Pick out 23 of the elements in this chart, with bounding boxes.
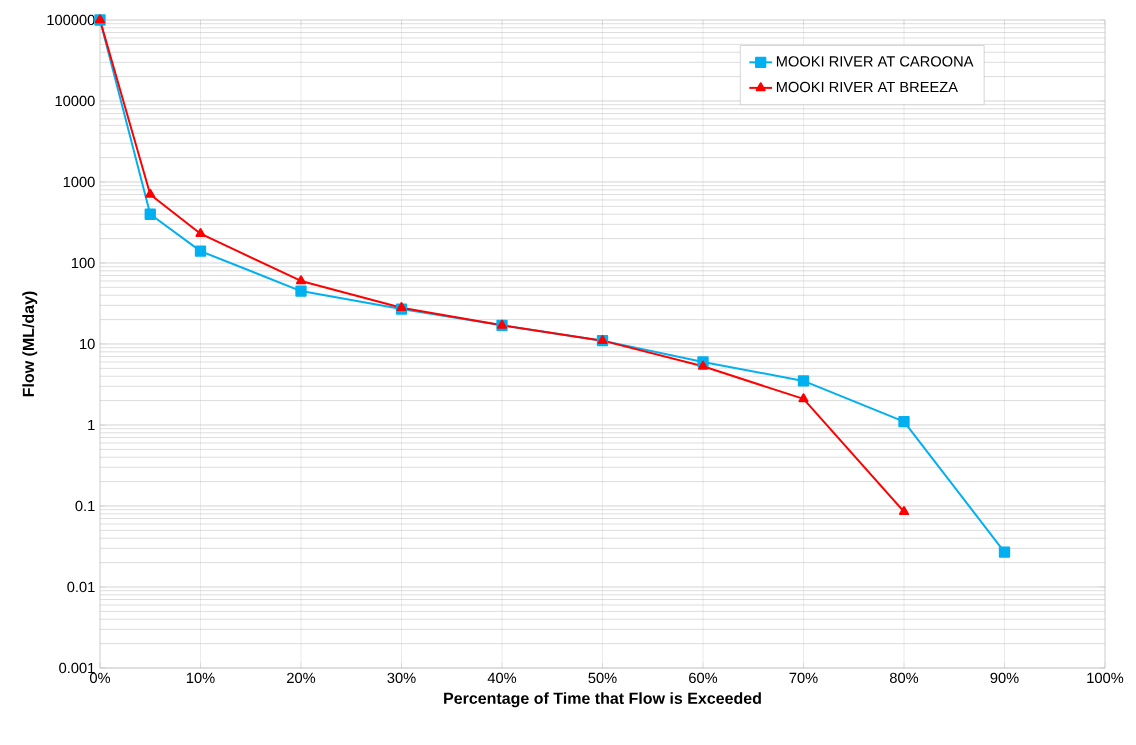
x-tick-label: 10% [186, 672, 215, 684]
x-tick-label: 70% [789, 672, 818, 684]
x-tick-label: 60% [689, 672, 718, 684]
y-tick-label: 0.01 [67, 581, 95, 593]
y-tick-label: 1 [88, 419, 95, 431]
x-tick-label: 80% [889, 672, 919, 684]
x-tick-label: 40% [487, 672, 517, 684]
y-tick-label: 1000 [63, 176, 95, 188]
legend-label: MOOKI RIVER AT BREEZA [776, 81, 958, 93]
legend-label: MOOKI RIVER AT CAROONA [776, 56, 974, 67]
y-tick-label: 100 [71, 257, 95, 269]
x-axis-title: Percentage of Time that Flow is Exceeded [444, 692, 761, 708]
x-tick-label: 0% [89, 672, 111, 684]
y-axis-title: Flow (ML/day) [22, 291, 38, 397]
x-tick-label: 90% [990, 672, 1019, 684]
y-tick-label: 0.1 [75, 500, 95, 512]
x-tick-label: 100% [1087, 672, 1124, 684]
x-tick-label: 30% [387, 672, 416, 684]
y-tick-label: 0.001 [59, 662, 95, 674]
y-tick-label: 10000 [55, 95, 95, 107]
x-tick-label: 20% [287, 672, 316, 684]
x-tick-label: 50% [588, 672, 617, 684]
y-tick-label: 10 [80, 338, 95, 350]
